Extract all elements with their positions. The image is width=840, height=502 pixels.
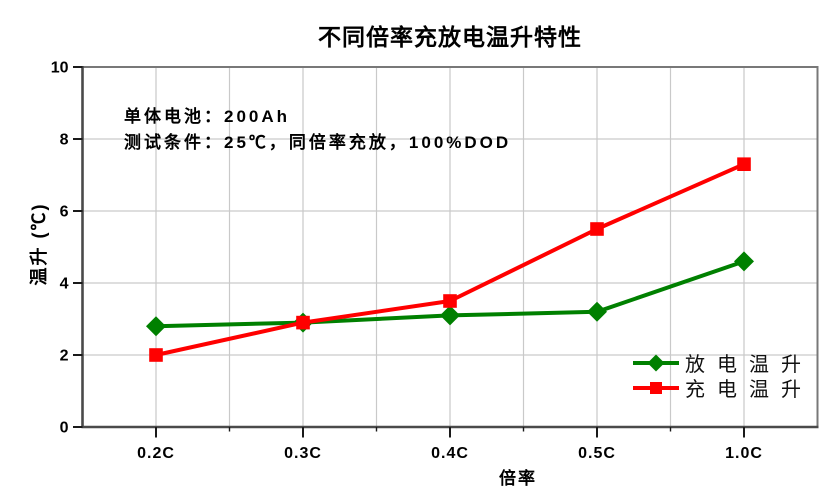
annotation-block: 单体电池：200Ah 测试条件：25℃，同倍率充放，100%DOD — [124, 104, 511, 156]
chart-title: 不同倍率充放电温升特性 — [318, 25, 582, 50]
data-point-marker — [590, 222, 604, 236]
data-point-marker — [443, 294, 457, 308]
y-tick-label: 2 — [60, 348, 69, 365]
x-tick-label: 0.2C — [137, 445, 175, 462]
y-tick-label: 8 — [60, 132, 69, 149]
square-marker-icon — [650, 381, 662, 394]
legend-label: 充电温升 — [685, 379, 813, 401]
data-point-marker — [734, 251, 754, 272]
y-tick-label: 6 — [60, 204, 69, 221]
data-point-marker — [296, 315, 310, 330]
legend-item-discharge: 放电温升 — [633, 350, 813, 376]
data-point-marker — [146, 316, 166, 337]
legend-label: 放电温升 — [685, 354, 813, 376]
data-point-marker — [737, 157, 751, 171]
x-tick-label: 0.4C — [431, 445, 469, 462]
annotation-line-conditions: 测试条件：25℃，同倍率充放，100%DOD — [124, 133, 512, 152]
diamond-marker-icon — [647, 354, 665, 371]
data-point-marker — [149, 348, 163, 362]
y-tick-label: 10 — [51, 60, 69, 77]
data-point-marker — [440, 305, 460, 326]
legend-swatch — [633, 378, 679, 398]
legend: 放电温升 充电温升 — [633, 350, 813, 401]
x-axis-label: 倍率 — [499, 469, 537, 488]
x-tick-label: 1.0C — [725, 445, 763, 462]
annotation-line-battery: 单体电池：200Ah — [124, 107, 291, 126]
x-tick-label: 0.3C — [284, 445, 322, 462]
y-tick-label: 4 — [60, 276, 69, 293]
data-point-marker — [587, 301, 607, 322]
x-tick-label: 0.5C — [578, 445, 616, 462]
legend-swatch — [633, 353, 679, 373]
legend-item-charge: 充电温升 — [633, 375, 813, 401]
y-axis-label: 温升 (℃) — [29, 202, 49, 286]
y-tick-label: 0 — [60, 420, 69, 437]
